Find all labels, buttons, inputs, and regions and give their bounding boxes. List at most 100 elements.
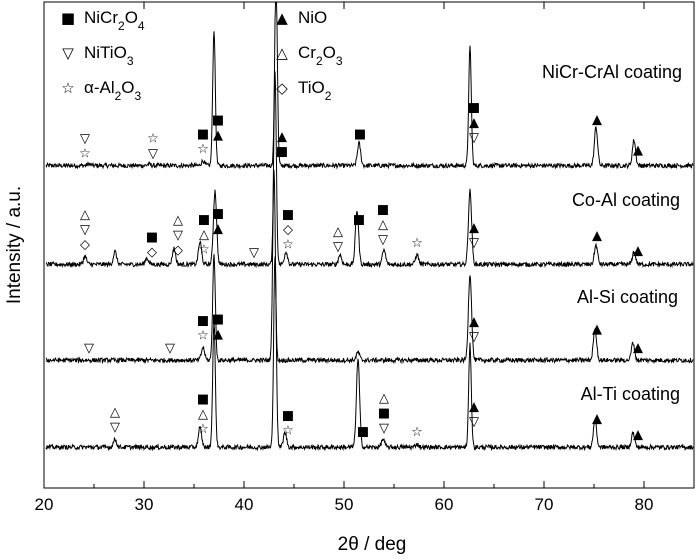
phase-marker: ☆: [197, 328, 209, 343]
phase-marker: △: [378, 218, 388, 233]
phase-marker: ◇: [80, 237, 90, 252]
legend-label: NiTiO3: [84, 43, 134, 68]
phase-marker: ▲: [592, 322, 602, 337]
phase-marker: ▽: [165, 341, 175, 356]
phase-marker: ■: [212, 207, 224, 222]
phase-marker: ▲: [213, 327, 223, 342]
phase-marker: ■: [282, 409, 294, 424]
x-axis-ticks: [43, 2, 645, 488]
markers-layer: ▽☆☆▽■☆■▲ ▲■■■▲▽▲▲△▽◇ ■◇△▽◇■△☆■▲▽■◇☆△▽■■△▽ ☆…: [79, 101, 643, 443]
phase-marker: △: [198, 407, 208, 422]
phase-marker: ▽: [80, 131, 90, 146]
phase-marker: ▲: [213, 222, 223, 237]
phase-marker: ■: [377, 203, 389, 218]
xrd-trace-line: [45, 170, 694, 365]
phase-marker: ☆: [282, 424, 294, 439]
xrd-trace-line: [45, 256, 694, 452]
phase-marker: ▲: [592, 228, 602, 243]
phase-marker: ◇: [283, 223, 293, 238]
phase-marker: ▽: [469, 235, 479, 250]
phase-marker: ▽: [80, 222, 90, 237]
phase-marker: ▲: [592, 113, 602, 128]
phase-marker: ■: [282, 208, 294, 223]
phase-marker: ☆: [79, 146, 91, 161]
phase-marker: ■: [357, 424, 369, 439]
coating-labels: NiCr-CrAl coating Co-Al coating Al-Si coat…: [542, 62, 682, 404]
x-tick-label: 70: [535, 495, 554, 514]
phase-marker: ▲: [633, 244, 643, 259]
legend-symbol: ☆: [61, 79, 74, 97]
phase-marker: ▲: [633, 340, 643, 355]
legend-symbol: ■: [61, 9, 75, 27]
phase-marker: ◇: [147, 245, 157, 260]
x-tick-label: 60: [435, 495, 454, 514]
legend-symbol: ▽: [62, 44, 74, 62]
phase-marker: ■: [354, 127, 366, 142]
plot-frame: [43, 1, 695, 489]
phase-marker: ▽: [148, 146, 158, 161]
phase-marker: ▽: [84, 341, 94, 356]
phase-marker: △: [80, 207, 90, 222]
phase-marker: ▲: [592, 412, 602, 427]
x-axis-tick-labels: 20 30 40 50 60 70 80: [35, 495, 654, 514]
phase-marker: ☆: [197, 422, 209, 437]
phase-marker: ☆: [197, 142, 209, 157]
phase-marker: ■: [197, 313, 209, 328]
phase-marker: ▽: [469, 131, 479, 146]
coating-label: Al-Si coating: [577, 287, 678, 307]
x-tick-label: 20: [35, 495, 54, 514]
phase-marker: △: [199, 227, 209, 242]
coating-label: Al-Ti coating: [581, 384, 680, 404]
phase-marker: ▲: [213, 128, 223, 143]
phase-marker: ▽: [379, 421, 389, 436]
phase-marker: ▲: [469, 399, 479, 414]
phase-marker: ▽: [378, 233, 388, 248]
phase-marker: ▲: [469, 315, 479, 330]
x-axis-title: 2θ / deg: [338, 534, 407, 555]
legend-label: NiCr2O4: [84, 8, 145, 33]
phase-marker: ■: [197, 127, 209, 142]
phase-marker: ■: [212, 113, 224, 128]
legend: ■ NiCr2O4 ▽ NiTiO3 ☆ α-Al2O3 ▲ NiO △ Cr2O3 ◇ TiO2: [61, 8, 343, 103]
phase-marker: ☆: [147, 131, 159, 146]
phase-marker: ▲: [633, 143, 643, 158]
phase-marker: ☆: [198, 242, 210, 257]
xrd-trace-line: [45, 71, 694, 269]
legend-symbol: △: [276, 44, 288, 62]
x-tick-label: 80: [635, 495, 654, 514]
phase-marker: ■: [378, 406, 390, 421]
traces-layer: [45, 2, 694, 452]
legend-label: NiO: [298, 8, 327, 27]
phase-marker: ▲: [277, 129, 287, 144]
phase-marker: △: [379, 391, 389, 406]
phase-marker: ▽: [333, 240, 343, 255]
phase-marker: ■: [212, 312, 224, 327]
phase-marker: ▽: [110, 420, 120, 435]
legend-label: α-Al2O3: [84, 78, 142, 103]
phase-marker: ☆: [411, 236, 423, 251]
phase-marker: △: [333, 225, 343, 240]
phase-marker: ◇: [173, 243, 183, 258]
y-axis-title: Intensity / a.u.: [4, 186, 25, 304]
x-tick-label: 40: [235, 495, 254, 514]
x-tick-label: 50: [335, 495, 354, 514]
x-tick-label: 30: [135, 495, 154, 514]
legend-symbol: ◇: [276, 79, 288, 97]
phase-marker: △: [110, 405, 120, 420]
xrd-trace-line: [45, 2, 694, 170]
phase-marker: ▲: [469, 116, 479, 131]
phase-marker: ■: [276, 144, 288, 159]
phase-marker: ▲: [633, 428, 643, 443]
legend-label: TiO2: [298, 78, 332, 103]
coating-label: Co-Al coating: [572, 190, 680, 210]
phase-marker: ■: [353, 212, 365, 227]
phase-marker: ■: [198, 212, 210, 227]
legend-symbol: ▲: [276, 9, 288, 27]
coating-label: NiCr-CrAl coating: [542, 62, 682, 82]
phase-marker: △: [173, 213, 183, 228]
phase-marker: ■: [197, 392, 209, 407]
phase-marker: ■: [468, 101, 480, 116]
phase-marker: ▽: [469, 414, 479, 429]
phase-marker: ☆: [282, 238, 294, 253]
